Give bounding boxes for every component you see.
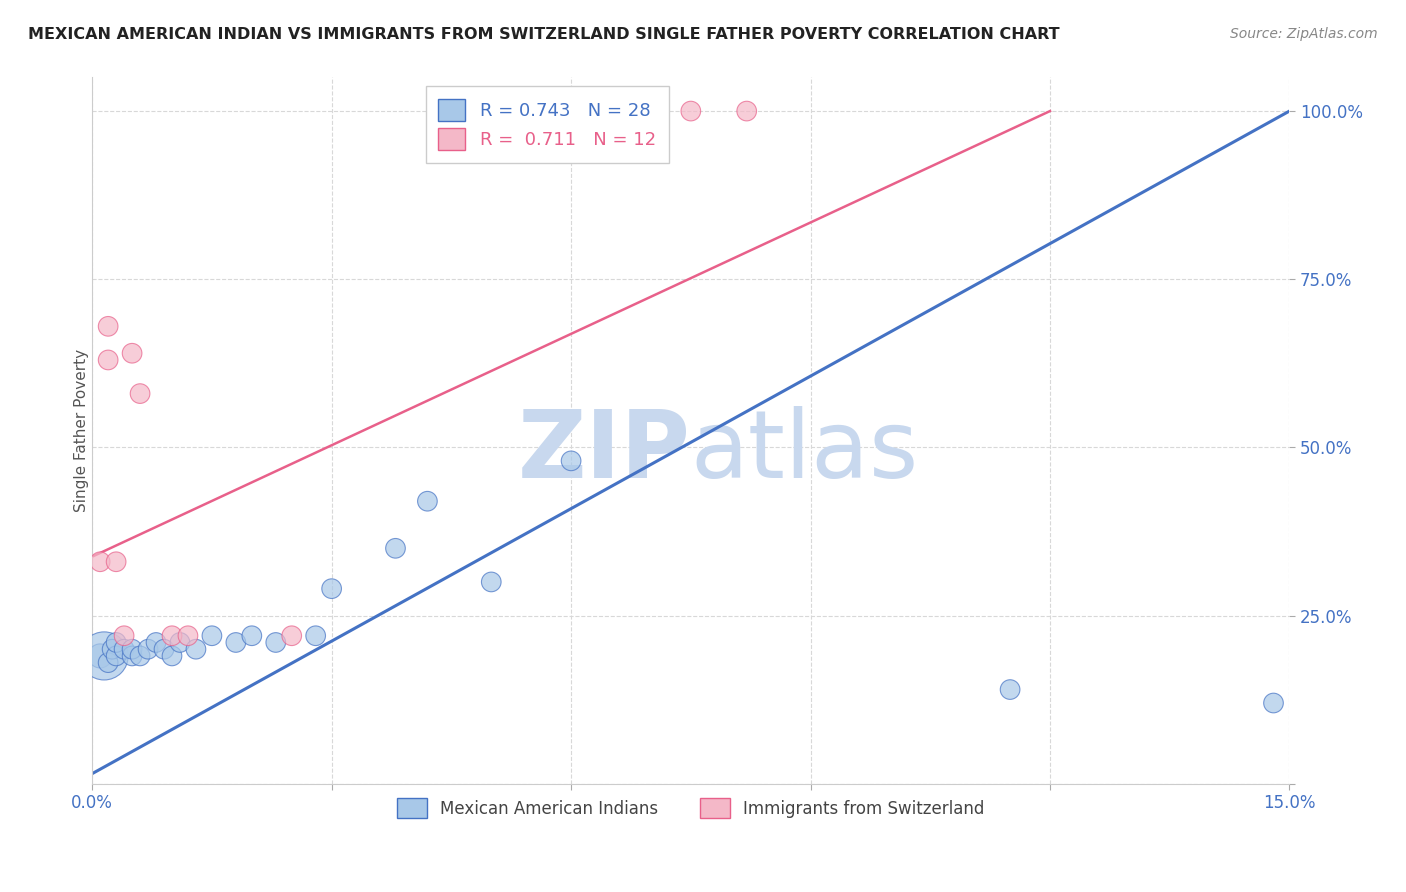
Point xyxy=(112,629,135,643)
Point xyxy=(225,635,247,649)
Point xyxy=(129,648,152,663)
Point xyxy=(735,104,758,119)
Text: MEXICAN AMERICAN INDIAN VS IMMIGRANTS FROM SWITZERLAND SINGLE FATHER POVERTY COR: MEXICAN AMERICAN INDIAN VS IMMIGRANTS FR… xyxy=(28,27,1060,42)
Point xyxy=(184,642,207,657)
Point xyxy=(240,629,263,643)
Point xyxy=(89,555,111,569)
Point xyxy=(136,642,159,657)
Point xyxy=(416,494,439,508)
Y-axis label: Single Father Poverty: Single Father Poverty xyxy=(73,349,89,512)
Point xyxy=(201,629,224,643)
Point xyxy=(160,629,183,643)
Point xyxy=(998,682,1021,697)
Point xyxy=(97,353,120,368)
Legend: Mexican American Indians, Immigrants from Switzerland: Mexican American Indians, Immigrants fro… xyxy=(391,791,991,825)
Point xyxy=(121,346,143,360)
Text: ZIP: ZIP xyxy=(517,406,690,498)
Point xyxy=(479,574,502,589)
Point xyxy=(93,648,115,663)
Point xyxy=(177,629,200,643)
Point xyxy=(105,635,128,649)
Point xyxy=(121,648,143,663)
Point xyxy=(97,656,120,670)
Point xyxy=(101,642,124,657)
Point xyxy=(145,635,167,649)
Text: Source: ZipAtlas.com: Source: ZipAtlas.com xyxy=(1230,27,1378,41)
Point xyxy=(112,642,135,657)
Point xyxy=(305,629,328,643)
Point xyxy=(129,386,152,401)
Point xyxy=(280,629,302,643)
Point xyxy=(160,648,183,663)
Text: atlas: atlas xyxy=(690,406,920,498)
Point xyxy=(153,642,176,657)
Point xyxy=(321,582,343,596)
Point xyxy=(169,635,191,649)
Point xyxy=(89,648,111,663)
Point xyxy=(384,541,406,556)
Point xyxy=(121,642,143,657)
Point xyxy=(105,555,128,569)
Point xyxy=(679,104,702,119)
Point xyxy=(105,648,128,663)
Point xyxy=(560,454,582,468)
Point xyxy=(264,635,287,649)
Point xyxy=(97,319,120,334)
Point xyxy=(1263,696,1285,710)
